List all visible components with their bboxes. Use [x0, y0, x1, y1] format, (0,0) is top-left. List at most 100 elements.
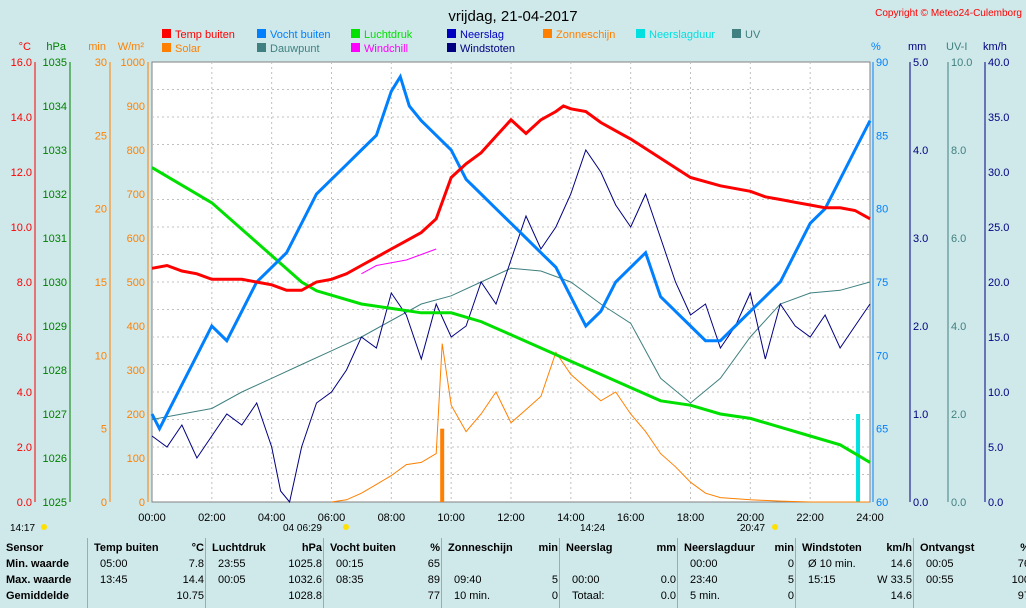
axis-tick-label: 1035 [43, 57, 67, 69]
summary-cell: 00:15 [336, 558, 364, 570]
axis-tick-label: 900 [127, 101, 145, 113]
summary-cell: 15:15 [808, 574, 836, 586]
legend-swatch [257, 43, 266, 52]
summary-table: Sensor Min. waarde Max. waarde Gemiddelde Te… [0, 538, 1026, 608]
axis-tick-label: 300 [127, 365, 145, 377]
axis-unit: % [871, 41, 881, 53]
axis-tick-label: 0 [139, 497, 145, 509]
summary-separator [323, 538, 324, 608]
axis-tick-label: 10.0 [988, 387, 1009, 399]
axis-tick-label: 60 [876, 497, 888, 509]
summary-cell: Ø 10 min. [808, 558, 856, 570]
summary-cell: min [774, 542, 794, 554]
legend-swatch [447, 43, 456, 52]
summary-cell: 09:40 [454, 574, 482, 586]
axis-unit: UV-I [946, 41, 967, 53]
axis-tick-label: 1000 [121, 57, 145, 69]
axis-tick-label: 4.0 [951, 321, 966, 333]
axis-tick-label: 15.0 [988, 332, 1009, 344]
legend-label: Windstoten [460, 43, 515, 55]
series-vocht-buiten [150, 73, 872, 433]
sunrise-marker: 04 06:29 [283, 523, 322, 534]
sun-icon [772, 524, 778, 530]
summary-cell: km/h [886, 542, 912, 554]
axis-tick-label: 400 [127, 321, 145, 333]
summary-cell: Max. waarde [6, 574, 72, 586]
summary-cell: 77 [427, 590, 440, 602]
x-tick-label: 02:00 [198, 512, 226, 524]
summary-cell: % [1020, 542, 1026, 554]
x-tick-label: 06:00 [318, 512, 346, 524]
axis-tick-label: 5 [101, 424, 107, 436]
sun-icon [41, 524, 47, 530]
summary-cell: Ontvangst [920, 542, 975, 554]
legend-swatch [351, 43, 360, 52]
summary-cell: 0 [787, 590, 794, 602]
summary-cell: 7.8 [188, 558, 204, 570]
axis-tick-label: 1030 [43, 277, 67, 289]
summary-separator [205, 538, 206, 608]
legend-label: Solar [175, 43, 201, 55]
axis-tick-label: 100 [127, 453, 145, 465]
sunset-marker: 20:47 [740, 523, 765, 534]
axis-tick-label: 1032 [43, 189, 67, 201]
legend-swatch [162, 29, 171, 38]
axis-tick-label: 500 [127, 277, 145, 289]
summary-cell: Neerslag [566, 542, 613, 554]
x-tick-label: 24:00 [856, 512, 884, 524]
axis-tick-label: 700 [127, 189, 145, 201]
summary-cell: mm [656, 542, 676, 554]
summary-separator [441, 538, 442, 608]
summary-cell: 13:45 [100, 574, 128, 586]
axis-tick-label: 0.0 [913, 497, 928, 509]
series-dauwpunt [151, 267, 871, 420]
legend-label: Luchtdruk [364, 29, 413, 41]
axis-tick-label: 1025 [43, 497, 67, 509]
summary-cell: 100 [1011, 574, 1026, 586]
axis-tick-label: 600 [127, 233, 145, 245]
summary-cell: Totaal: [572, 590, 605, 602]
axis-tick-label: 14.0 [11, 112, 32, 124]
summary-cell: 00:05 [218, 574, 246, 586]
summary-cell: 5 [551, 574, 558, 586]
legend-label: Vocht buiten [270, 29, 331, 41]
summary-cell: Sensor [6, 542, 44, 554]
axis-unit: W/m² [118, 41, 145, 53]
x-tick-label: 14:00 [557, 512, 585, 524]
axis-unit: km/h [983, 41, 1007, 53]
axis-tick-label: 30 [95, 57, 107, 69]
x-tick-label: 20:00 [737, 512, 765, 524]
summary-cell: W 33.5 [877, 574, 912, 586]
legend-label: Zonneschijn [556, 29, 615, 41]
summary-cell: 10.75 [176, 590, 204, 602]
summary-cell: 0 [551, 590, 558, 602]
legend-label: Neerslag [460, 29, 504, 41]
legend-label: Neerslagduur [649, 29, 715, 41]
summary-cell: 14.4 [182, 574, 204, 586]
axis-tick-label: 80 [876, 204, 888, 216]
summary-cell: 23:55 [218, 558, 246, 570]
legend-swatch [351, 29, 360, 38]
axis-tick-label: 8.0 [951, 145, 966, 157]
x-tick-label: 16:00 [617, 512, 645, 524]
legend-swatch [732, 29, 741, 38]
x-tick-label: 00:00 [138, 512, 166, 524]
axis-tick-label: 6.0 [951, 233, 966, 245]
axis-tick-label: 30.0 [988, 167, 1009, 179]
summary-separator [795, 538, 796, 608]
axis-tick-label: 2.0 [913, 321, 928, 333]
legend-swatch [543, 29, 552, 38]
summary-cell: Min. waarde [6, 558, 69, 570]
summary-cell: 1028.8 [288, 590, 322, 602]
x-tick-label: 12:00 [497, 512, 525, 524]
summary-cell: 00:55 [926, 574, 954, 586]
legend-swatch [162, 43, 171, 52]
axis-tick-label: 4.0 [17, 387, 32, 399]
summary-separator [559, 538, 560, 608]
axis-tick-label: 800 [127, 145, 145, 157]
axis-tick-label: 20.0 [988, 277, 1009, 289]
axis-tick-label: 12.0 [11, 167, 32, 179]
summary-cell: 65 [427, 558, 440, 570]
summary-cell: 97 [1017, 590, 1026, 602]
bar-zonneschijn [440, 428, 445, 502]
